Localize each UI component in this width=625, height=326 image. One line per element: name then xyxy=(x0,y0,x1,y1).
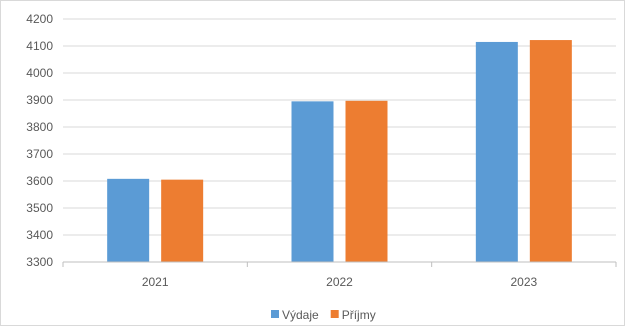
x-axis xyxy=(62,261,617,267)
legend-swatch-prijmy xyxy=(330,310,339,318)
y-tick-label: 3400 xyxy=(26,228,53,242)
bars xyxy=(107,40,572,263)
y-tick-label: 3800 xyxy=(26,120,53,134)
gridlines xyxy=(63,18,616,236)
x-tick-label: 2023 xyxy=(510,275,537,289)
x-tick-label: 2021 xyxy=(142,275,169,289)
bar-vydaje-2021 xyxy=(107,178,150,262)
y-tick-label: 3600 xyxy=(26,174,53,188)
bar-prijmy-2023 xyxy=(529,40,572,263)
y-tick-label: 3900 xyxy=(26,93,53,107)
y-tick-label: 3500 xyxy=(26,201,53,215)
bar-vydaje-2023 xyxy=(475,41,518,263)
y-axis-tick-labels: 3300 3400 3500 3600 3700 3800 3900 4000 4100 4200 xyxy=(26,12,53,269)
x-axis-tick-labels: 2021 2022 2023 xyxy=(142,275,538,289)
bar-vydaje-2022 xyxy=(291,101,334,262)
legend-swatch-vydaje xyxy=(271,310,279,318)
legend-label-prijmy: Příjmy xyxy=(342,308,376,322)
bar-prijmy-2021 xyxy=(161,179,204,262)
y-tick-label: 4200 xyxy=(26,12,53,26)
bar-prijmy-2022 xyxy=(345,100,388,262)
legend: Výdaje Příjmy xyxy=(271,308,376,322)
y-tick-label: 3300 xyxy=(26,255,53,269)
x-tick-label: 2022 xyxy=(326,275,353,289)
y-tick-label: 3700 xyxy=(26,147,53,161)
legend-label-vydaje: Výdaje xyxy=(282,308,319,322)
y-tick-label: 4100 xyxy=(26,39,53,53)
y-tick-label: 4000 xyxy=(26,66,53,80)
